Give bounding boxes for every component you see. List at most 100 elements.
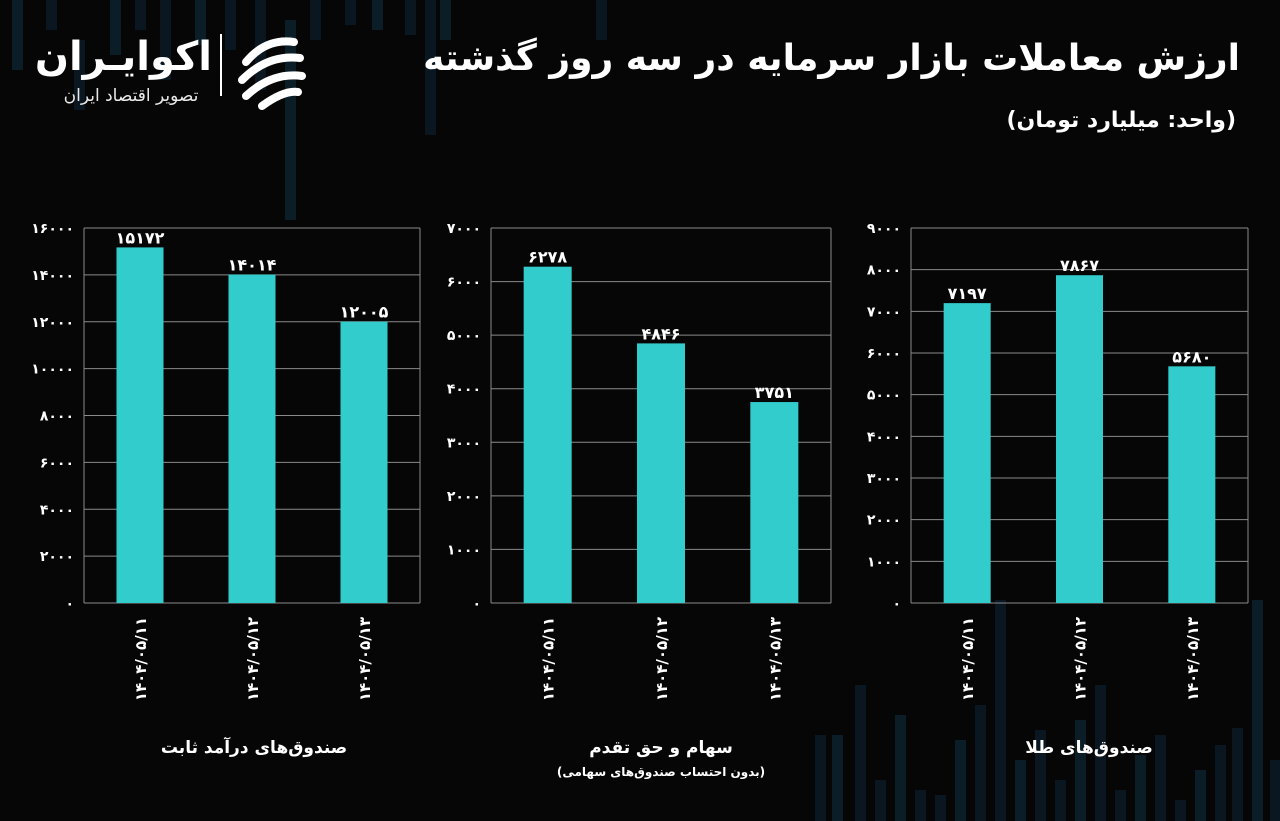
- bg-candle: [1215, 745, 1226, 821]
- bg-candle: [915, 790, 926, 821]
- bar-value-label: ۴۸۴۶: [641, 324, 680, 343]
- bg-candle: [110, 0, 121, 55]
- x-tick-label: ۱۴۰۴/۰۵/۱۱: [959, 617, 977, 701]
- bg-candle: [935, 795, 946, 821]
- bg-candle: [875, 780, 886, 821]
- y-tick-label: ۴۰۰۰: [40, 502, 74, 518]
- bg-candle: [1055, 780, 1066, 821]
- x-tick-label: ۱۴۰۴/۰۵/۱۲: [653, 617, 671, 701]
- y-tick-label: ۵۰۰۰: [867, 388, 901, 404]
- x-tick-label: ۱۴۰۴/۰۵/۱۳: [766, 617, 784, 701]
- y-tick-label: ۵۰۰۰: [447, 328, 481, 344]
- bg-candle: [74, 40, 85, 110]
- bg-candle: [225, 0, 236, 50]
- bg-candle: [1175, 800, 1186, 821]
- y-tick-label: ۶۰۰۰: [40, 455, 74, 471]
- bar: [637, 343, 685, 603]
- bg-candle: [425, 0, 436, 135]
- bg-candle: [12, 0, 23, 70]
- y-tick-label: ۱۶۰۰۰: [31, 221, 74, 237]
- bg-candle: [815, 735, 826, 821]
- bar: [523, 266, 572, 603]
- bg-candle: [440, 0, 451, 40]
- x-tick-label: ۱۴۰۴/۰۵/۱۳: [356, 617, 374, 701]
- bar: [943, 303, 991, 603]
- bg-candle: [1155, 735, 1166, 821]
- bg-candle: [195, 0, 206, 45]
- bg-candle: [160, 0, 171, 80]
- bar: [340, 321, 388, 603]
- bar: [1056, 275, 1103, 603]
- brand-logo: اکوایـران تصویر اقتصاد ایران: [34, 30, 320, 110]
- bar: [750, 402, 799, 603]
- y-tick-label: ۰: [65, 596, 74, 612]
- page-title: ارزش معاملات بازار سرمایه در سه روز گذشت…: [423, 38, 1240, 79]
- bg-candle: [1135, 755, 1146, 821]
- bg-candle: [345, 0, 356, 25]
- y-tick-label: ۱۴۰۰۰: [31, 268, 74, 284]
- x-tick-label: ۱۴۰۴/۰۵/۱۲: [1072, 617, 1090, 701]
- bg-candle: [832, 735, 843, 821]
- y-tick-label: ۸۰۰۰: [40, 409, 74, 425]
- ecoiran-logo-icon: [238, 37, 306, 110]
- y-tick-label: ۱۰۰۰: [447, 542, 481, 558]
- x-tick-label: ۱۴۰۴/۰۵/۱۳: [1184, 617, 1202, 701]
- y-tick-label: ۲۰۰۰: [447, 489, 481, 505]
- bg-candle: [372, 0, 383, 30]
- bar: [228, 274, 276, 603]
- bar-value-label: ۷۱۹۷: [948, 284, 987, 303]
- y-tick-label: ۲۰۰۰: [867, 513, 901, 529]
- y-tick-label: ۴۰۰۰: [447, 382, 481, 398]
- logo-name: اکوایـران: [34, 34, 212, 80]
- bg-candle: [995, 600, 1006, 821]
- bar-value-label: ۱۵۱۷۲: [116, 228, 165, 247]
- bg-candle: [405, 0, 416, 35]
- bar-chart-2: ۰ ۱۰۰۰ ۲۰۰۰ ۳۰۰۰ ۴۰۰۰ ۵۰۰۰ ۶۰۰۰ ۷۰۰۰ ۸۰۰۰ ۹۰۰۰ ۷۱۹…: [867, 221, 1249, 701]
- y-tick-label: ۶۰۰۰: [867, 346, 901, 362]
- bar-value-label: ۱۴۰۱۴: [228, 256, 277, 275]
- y-tick-label: ۷۰۰۰: [867, 304, 901, 320]
- bg-candle: [135, 0, 146, 30]
- bar-value-label: ۱۲۰۰۵: [340, 303, 389, 322]
- bg-candle: [46, 0, 57, 30]
- bg-candle: [975, 705, 986, 821]
- bar-value-label: ۷۸۶۷: [1060, 256, 1099, 275]
- bg-candle: [855, 685, 866, 821]
- x-tick-label: ۱۴۰۴/۰۵/۱۲: [244, 617, 262, 701]
- y-tick-label: ۱۲۰۰۰: [31, 315, 74, 331]
- chart-title-gold-funds: صندوق‌های طلا: [1025, 738, 1153, 758]
- bar-value-label: ۵۶۸۰: [1172, 347, 1211, 366]
- x-tick-label: ۱۴۰۴/۰۵/۱۱: [132, 617, 150, 701]
- bg-candle: [285, 20, 296, 220]
- bg-candle: [1270, 760, 1280, 821]
- logo-subtitle: تصویر اقتصاد ایران: [63, 86, 199, 106]
- chart-title-fixed-income-funds: صندوق‌های درآمد ثابت: [160, 738, 348, 758]
- y-tick-label: ۴۰۰۰: [867, 429, 901, 445]
- bar: [1168, 366, 1216, 603]
- y-tick-label: ۱۰۰۰: [867, 554, 901, 570]
- y-tick-label: ۲۰۰۰: [40, 549, 74, 565]
- bg-candle: [1252, 600, 1263, 821]
- x-tick-label: ۱۴۰۴/۰۵/۱۱: [540, 617, 558, 701]
- bg-candle: [955, 740, 966, 821]
- bg-candle: [1195, 770, 1206, 821]
- y-tick-label: ۱۰۰۰۰: [31, 362, 74, 378]
- y-tick-label: ۸۰۰۰: [867, 263, 901, 279]
- bar: [116, 247, 164, 603]
- bg-candle: [310, 0, 321, 40]
- bar-chart-0: ۰ ۲۰۰۰ ۴۰۰۰ ۶۰۰۰ ۸۰۰۰ ۱۰۰۰۰ ۱۲۰۰۰ ۱۴۰۰۰ ۱۶۰۰۰ ۱۵۱…: [31, 221, 421, 701]
- bar-value-label: ۶۲۷۸: [528, 248, 567, 267]
- bg-candle: [1075, 720, 1086, 821]
- bg-candle: [1015, 760, 1026, 821]
- y-tick-label: ۳۰۰۰: [867, 471, 901, 487]
- unit-note: (واحد: میلیارد تومان): [1006, 108, 1237, 133]
- y-tick-label: ۰: [472, 596, 481, 612]
- y-tick-label: ۹۰۰۰: [867, 221, 901, 237]
- y-tick-label: ۶۰۰۰: [447, 275, 481, 291]
- bg-candle: [1035, 730, 1046, 821]
- chart-note-stocks: (بدون احتساب صندوق‌های سهامی): [556, 765, 766, 779]
- bg-candle: [596, 0, 607, 40]
- chart-title-stocks-and-rights: سهام و حق تقدم: [589, 738, 733, 758]
- bar-chart-1: ۰ ۱۰۰۰ ۲۰۰۰ ۳۰۰۰ ۴۰۰۰ ۵۰۰۰ ۶۰۰۰ ۷۰۰۰ ۶۲۷۸ ۱۴۰۴/۰۵…: [447, 221, 832, 701]
